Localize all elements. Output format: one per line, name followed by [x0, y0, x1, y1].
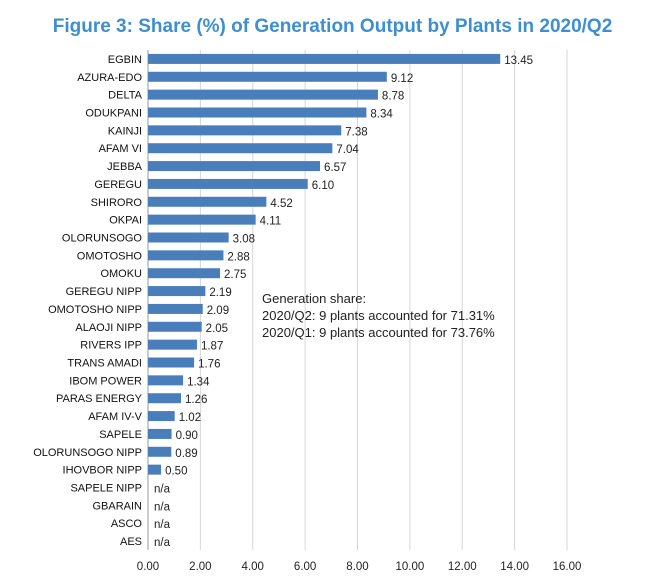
- category-label: OKPAI: [109, 215, 142, 227]
- category-label: EGBIN: [108, 54, 142, 66]
- bar: [148, 339, 197, 350]
- value-label: 8.78: [382, 91, 404, 103]
- value-label: 7.38: [345, 126, 367, 138]
- bar: [148, 71, 387, 82]
- bar: [148, 107, 367, 118]
- category-label: AFAM IV-V: [88, 411, 142, 423]
- bar: [148, 196, 267, 207]
- category-label: OMOKU: [100, 268, 142, 280]
- x-tick-label: 8.00: [346, 561, 368, 573]
- value-label: n/a: [154, 484, 171, 496]
- value-label: 1.76: [198, 359, 220, 371]
- value-label: 3.08: [233, 234, 255, 246]
- value-label: 0.50: [165, 466, 187, 478]
- value-label: 1.02: [179, 412, 201, 424]
- category-label: GEREGU NIPP: [66, 286, 142, 298]
- category-label: GEREGU: [94, 179, 142, 191]
- value-label: 2.19: [209, 287, 231, 299]
- category-label: GBARAIN: [92, 500, 142, 512]
- bar: [148, 161, 321, 172]
- category-label: KAINJI: [108, 125, 142, 137]
- value-label: 1.87: [201, 341, 223, 353]
- bar: [148, 446, 172, 457]
- value-label: 0.90: [176, 430, 198, 442]
- category-label: OLORUNSOGO NIPP: [33, 447, 142, 459]
- category-label: OLORUNSOGO: [62, 233, 143, 245]
- category-label: OMOTOSHO: [77, 250, 143, 262]
- category-label: DELTA: [108, 90, 142, 102]
- value-label: n/a: [154, 519, 171, 531]
- bar: [148, 393, 181, 404]
- value-label: 6.57: [324, 162, 346, 174]
- category-label: ALAOJI NIPP: [75, 322, 142, 334]
- category-label: PARAS ENERGY: [56, 393, 143, 405]
- x-tick-label: 12.00: [448, 561, 477, 573]
- value-label: 9.12: [391, 73, 413, 85]
- value-label: n/a: [154, 537, 171, 549]
- value-label: 7.04: [336, 144, 359, 156]
- x-tick-label: 2.00: [189, 561, 211, 573]
- category-label: SAPELE: [99, 429, 142, 441]
- category-label: IHOVBOR NIPP: [63, 465, 142, 477]
- note-line-q2: 2020/Q2: 9 plants accounted for 71.31%: [262, 308, 495, 323]
- bar: [148, 357, 195, 368]
- x-tick-label: 14.00: [500, 561, 529, 573]
- bar: [148, 321, 202, 332]
- category-label: AFAM VI: [99, 143, 142, 155]
- bar: [148, 53, 501, 64]
- value-label: 6.10: [312, 180, 334, 192]
- bar: [148, 143, 333, 154]
- note-line-q1: 2020/Q1: 9 plants accounted for 73.76%: [262, 325, 495, 340]
- note-line-heading: Generation share:: [262, 291, 367, 306]
- category-label: OMOTOSHO NIPP: [48, 304, 142, 316]
- bar: [148, 250, 224, 261]
- bar: [148, 214, 256, 225]
- value-label: 1.34: [187, 376, 210, 388]
- category-label: TRANS AMADI: [67, 358, 142, 370]
- bar: [148, 303, 203, 314]
- value-label: 4.11: [260, 216, 282, 228]
- bar: [148, 428, 172, 439]
- bar: [148, 178, 308, 189]
- bar: [148, 125, 342, 136]
- value-label: 2.09: [207, 305, 229, 317]
- value-label: 2.05: [206, 323, 228, 335]
- chart-title: Figure 3: Share (%) of Generation Output…: [52, 16, 613, 37]
- bar: [148, 232, 229, 243]
- generation-share-note: Generation share: 2020/Q2: 9 plants acco…: [262, 290, 495, 341]
- category-label: SAPELE NIPP: [70, 483, 142, 495]
- x-tick-label: 4.00: [242, 561, 264, 573]
- bar: [148, 286, 206, 297]
- bar: [148, 89, 378, 100]
- category-label: ASCO: [111, 518, 143, 530]
- bar: [148, 268, 221, 279]
- x-tick-label: 10.00: [395, 561, 424, 573]
- category-label: ODUKPANI: [85, 108, 142, 120]
- value-label: n/a: [154, 501, 171, 513]
- value-label: 13.45: [504, 55, 533, 67]
- bar: [148, 464, 162, 475]
- value-label: 1.26: [185, 394, 207, 406]
- category-label: JEBBA: [107, 161, 143, 173]
- value-label: 8.34: [370, 109, 393, 121]
- bar: [148, 375, 184, 386]
- category-label: IBOM POWER: [69, 375, 142, 387]
- value-label: 0.89: [175, 448, 197, 460]
- category-label: AES: [120, 536, 142, 548]
- bar: [148, 411, 175, 422]
- x-tick-label: 16.00: [553, 561, 582, 573]
- value-label: 2.88: [227, 251, 249, 263]
- value-label: 2.75: [224, 269, 246, 281]
- x-tick-label: 0.00: [137, 561, 159, 573]
- x-tick-label: 6.00: [294, 561, 316, 573]
- category-label: RIVERS IPP: [80, 340, 142, 352]
- category-label: AZURA-EDO: [77, 72, 142, 84]
- value-label: 4.52: [270, 198, 292, 210]
- category-label: SHIRORO: [91, 197, 143, 209]
